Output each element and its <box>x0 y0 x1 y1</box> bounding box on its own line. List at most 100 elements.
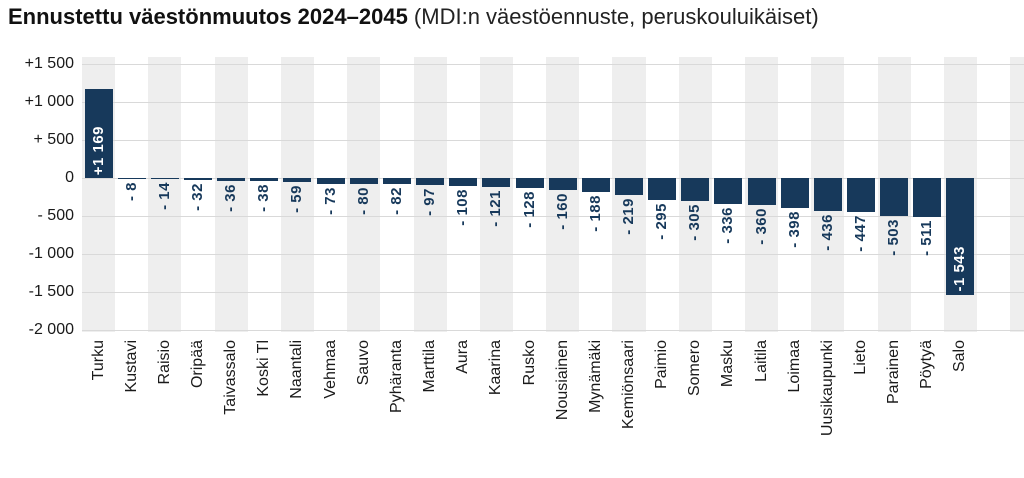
x-category-label: Turku <box>89 340 107 381</box>
x-category-label: Marttila <box>421 340 439 393</box>
bar <box>316 178 345 184</box>
bar <box>548 178 577 191</box>
x-category-label: Salo <box>951 340 969 373</box>
gridline <box>82 64 1024 65</box>
bar <box>614 178 643 195</box>
bar-value-label: - 336 <box>719 206 737 244</box>
x-category-label: Taivassalo <box>222 340 240 415</box>
bar-value-label: - 32 <box>189 183 207 212</box>
x-category-label: Pyhäranta <box>387 340 405 413</box>
bar-value-label: - 38 <box>255 183 273 212</box>
y-tick-label: 0 <box>65 169 74 186</box>
bar <box>283 178 312 183</box>
x-category-label: Pöytyä <box>918 340 936 389</box>
bar-value-label: - 80 <box>354 187 372 215</box>
bar-value-label: - 160 <box>553 193 571 230</box>
bar <box>847 178 876 212</box>
plot-area: +1 169 - 8 - 14 - 32 - 36 - 38 - 59 - 73 - 80 - 8… <box>82 57 1024 332</box>
x-category-label: Aura <box>454 340 472 374</box>
gridline <box>82 102 1024 103</box>
bar-value-label: - 447 <box>852 214 870 252</box>
bar-value-label: - 295 <box>653 203 671 241</box>
y-tick-label: +1 000 <box>24 93 74 110</box>
y-tick-label: -1 500 <box>28 283 74 300</box>
gridline <box>82 330 1024 331</box>
bar <box>184 178 213 181</box>
bar <box>515 178 544 188</box>
x-category-label: Kaarina <box>487 340 505 396</box>
x-category-label: Masku <box>719 340 737 388</box>
y-axis: +1 500 +1 000 + 500 0 - 500 -1 000 -1 500 -2 00… <box>0 55 74 338</box>
x-category-label: Paimio <box>653 340 671 389</box>
bar <box>150 178 179 180</box>
bar <box>648 178 677 201</box>
bar-value-label: - 8 <box>122 182 140 202</box>
x-category-label: Laitila <box>752 340 770 382</box>
x-category-label: Oripää <box>189 340 207 389</box>
x-category-label: Rusko <box>520 340 538 386</box>
bar <box>482 178 511 188</box>
bar-value-label: - 128 <box>520 190 538 228</box>
bar-value-label: - 436 <box>818 214 836 251</box>
chart-title-suffix: (MDI:n väestöennuste, peruskouluikäiset) <box>407 4 819 29</box>
chart-title-main: Ennustettu väestönmuutos 2024–2045 <box>8 4 408 29</box>
bar-value-label: - 14 <box>155 182 173 210</box>
bar <box>84 89 113 178</box>
bar <box>117 178 146 179</box>
x-category-label: Sauvo <box>354 340 372 386</box>
bar-value-label: - 360 <box>752 208 770 246</box>
x-category-label: Parainen <box>885 340 903 405</box>
x-category-label: Mynämäki <box>586 340 604 413</box>
y-tick-label: -1 000 <box>28 245 74 262</box>
bar-value-label: - 36 <box>222 183 240 212</box>
bar-value-label: - 108 <box>454 189 472 226</box>
gridline <box>82 292 1024 293</box>
bar-value-label: - 82 <box>387 187 405 216</box>
x-category-label: Nousiainen <box>553 340 571 421</box>
x-category-label: Uusikaupunki <box>818 340 836 437</box>
x-category-label: Koski Tl <box>255 340 273 397</box>
gridline <box>82 254 1024 255</box>
grid-band <box>977 57 1011 332</box>
x-category-label: Vehmaa <box>321 340 339 399</box>
bar-value-label: -1 543 <box>951 245 969 292</box>
gridline <box>82 216 1024 217</box>
grid-band <box>1010 57 1024 332</box>
bar <box>416 178 445 186</box>
bar-value-label: - 73 <box>321 186 339 215</box>
bar <box>250 178 279 181</box>
bar <box>581 178 610 193</box>
bar <box>780 178 809 209</box>
bar-value-label: - 59 <box>288 185 306 214</box>
y-tick-label: - 500 <box>37 207 74 224</box>
bar <box>880 178 909 217</box>
bar <box>681 178 710 202</box>
bar <box>349 178 378 185</box>
bar-value-label: +1 169 <box>89 125 107 175</box>
bar <box>714 178 743 204</box>
x-category-label: Raisio <box>155 340 173 385</box>
x-category-label: Somero <box>686 340 704 397</box>
gridline <box>82 140 1024 141</box>
x-category-label: Lieto <box>852 340 870 375</box>
bar-value-label: - 503 <box>885 219 903 256</box>
bar <box>382 178 411 185</box>
bar-value-label: - 305 <box>686 204 704 241</box>
chart-title: Ennustettu väestönmuutos 2024–2045 (MDI:… <box>8 2 819 32</box>
bar <box>946 178 975 296</box>
y-tick-label: + 500 <box>33 131 74 148</box>
x-category-label: Kustavi <box>122 340 140 393</box>
bar-value-label: - 188 <box>586 195 604 232</box>
bar <box>217 178 246 181</box>
bar <box>913 178 942 217</box>
bar-value-label: - 398 <box>785 211 803 248</box>
y-tick-label: +1 500 <box>24 55 74 72</box>
x-category-label: Loimaa <box>785 340 803 393</box>
x-category-label: Naantali <box>288 340 306 399</box>
x-category-label: Kemiönsaari <box>619 340 637 429</box>
x-axis: Turku Kustavi Raisio Oripää Taivassalo Koski … <box>82 340 1024 478</box>
bar-value-label: - 121 <box>487 190 505 227</box>
bar <box>747 178 776 206</box>
bar <box>813 178 842 212</box>
